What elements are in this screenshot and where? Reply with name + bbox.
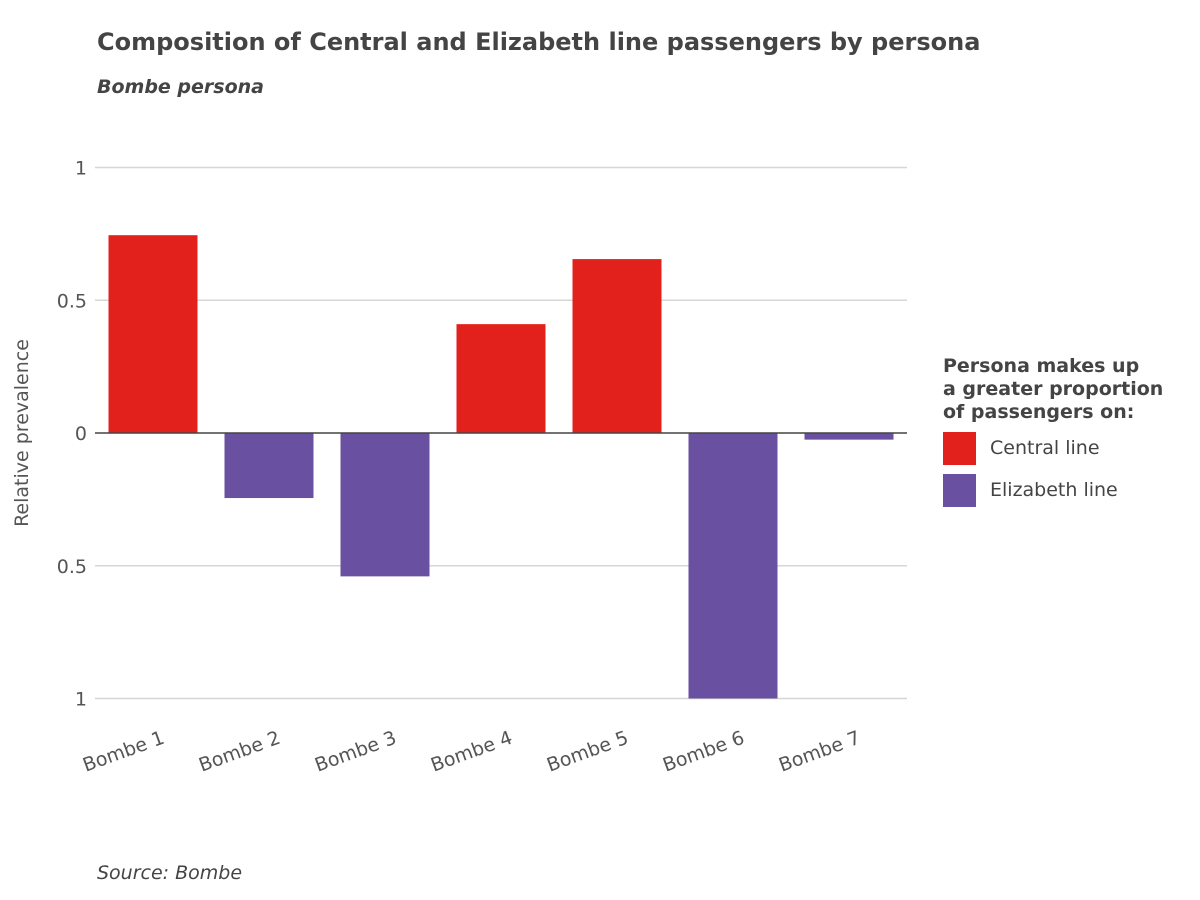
legend-label-elizabeth: Elizabeth line	[990, 479, 1118, 501]
bar	[224, 433, 314, 499]
y-tick-label: 1	[75, 689, 87, 711]
bar	[688, 433, 778, 699]
x-tick-label: Bombe 5	[544, 727, 631, 777]
bar	[108, 235, 198, 433]
legend-label-central: Central line	[990, 437, 1100, 459]
y-tick-label: 0.5	[57, 556, 87, 578]
bar	[804, 433, 894, 440]
chart-title: Composition of Central and Elizabeth lin…	[97, 28, 981, 56]
bar	[456, 324, 546, 433]
x-tick-label: Bombe 7	[776, 727, 863, 777]
x-tick-label: Bombe 1	[80, 727, 167, 777]
legend: Persona makes up a greater proportion of…	[943, 355, 1193, 508]
legend-swatch-central	[943, 431, 976, 465]
legend-item-elizabeth[interactable]: Elizabeth line	[943, 472, 1193, 508]
x-tick-label: Bombe 4	[428, 727, 515, 777]
x-tick-label: Bombe 2	[196, 727, 283, 777]
chart-subtitle: Bombe persona	[97, 76, 265, 98]
bar	[340, 433, 430, 577]
source-note: Source: Bombe	[97, 862, 243, 884]
legend-title: Persona makes up a greater proportion of…	[943, 355, 1164, 423]
y-tick-label: 0	[75, 423, 87, 445]
y-tick-label: 0.5	[57, 290, 87, 312]
x-tick-label: Bombe 3	[312, 727, 399, 777]
y-tick-label: 1	[75, 158, 87, 180]
bar	[572, 259, 662, 433]
legend-swatch-elizabeth	[943, 473, 976, 507]
legend-item-central[interactable]: Central line	[943, 430, 1193, 466]
x-tick-label: Bombe 6	[660, 727, 747, 777]
y-axis-label: Relative prevalence	[11, 339, 33, 527]
